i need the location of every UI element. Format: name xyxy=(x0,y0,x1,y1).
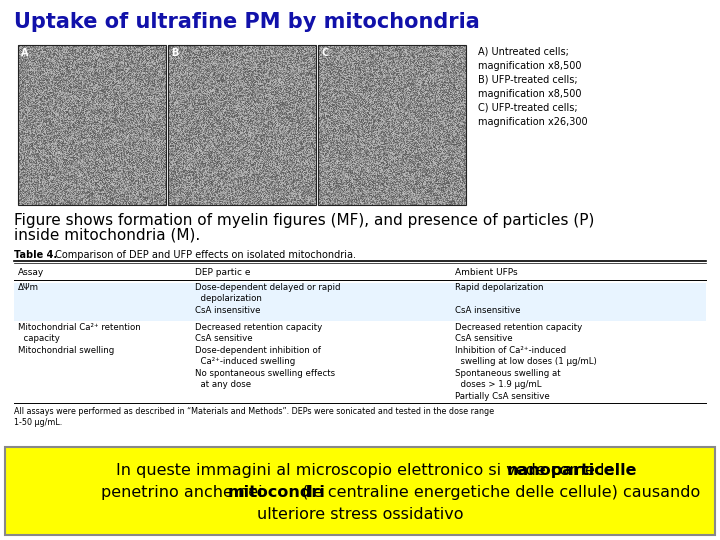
Text: inside mitochondria (M).: inside mitochondria (M). xyxy=(14,228,200,243)
Bar xyxy=(5,447,715,535)
Text: Figure shows formation of myelin figures (MF), and presence of particles (P): Figure shows formation of myelin figures… xyxy=(14,213,595,228)
Text: In queste immagini al microscopio elettronico si vede come le: In queste immagini al microscopio elettr… xyxy=(116,463,619,478)
Text: Assay: Assay xyxy=(18,268,44,277)
Text: magnification x26,300: magnification x26,300 xyxy=(478,117,588,127)
Text: B) UFP-treated cells;: B) UFP-treated cells; xyxy=(478,75,577,85)
Text: magnification x8,500: magnification x8,500 xyxy=(478,61,582,71)
Bar xyxy=(318,45,466,205)
Bar xyxy=(14,283,706,321)
Bar xyxy=(18,45,166,205)
Text: Rapid depolarization

CsA insensitive: Rapid depolarization CsA insensitive xyxy=(455,283,544,315)
Text: DEP partic e: DEP partic e xyxy=(195,268,251,277)
Text: C) UFP-treated cells;: C) UFP-treated cells; xyxy=(478,103,577,113)
Text: A) Untreated cells;: A) Untreated cells; xyxy=(478,47,569,57)
Text: Mitochondrial Ca²⁺ retention
  capacity
Mitochondrial swelling: Mitochondrial Ca²⁺ retention capacity Mi… xyxy=(18,323,140,355)
Text: Dose-dependent delayed or rapid
  depolarization
CsA insensitive: Dose-dependent delayed or rapid depolari… xyxy=(195,283,341,315)
Text: Ambient UFPs: Ambient UFPs xyxy=(455,268,518,277)
Text: mitocondri: mitocondri xyxy=(228,485,325,500)
Text: All assays were performed as described in “Materials and Methods”. DEPs were son: All assays were performed as described i… xyxy=(14,407,494,416)
Text: C: C xyxy=(321,48,328,58)
Text: Comparison of DEP and UFP effects on isolated mitochondria.: Comparison of DEP and UFP effects on iso… xyxy=(52,250,356,260)
Bar xyxy=(168,45,316,205)
Text: Decreased retention capacity
CsA sensitive
Inhibition of Ca²⁺-induced
  swelling: Decreased retention capacity CsA sensiti… xyxy=(455,323,597,401)
Text: ΔΨm: ΔΨm xyxy=(18,283,39,292)
Text: A: A xyxy=(21,48,29,58)
Text: nanoparticelle: nanoparticelle xyxy=(506,463,636,478)
Text: B: B xyxy=(171,48,179,58)
Text: ulteriore stress ossidativo: ulteriore stress ossidativo xyxy=(257,507,463,522)
Text: Decreased retention capacity
CsA sensitive
Dose-dependent inhibition of
  Ca²⁺-i: Decreased retention capacity CsA sensiti… xyxy=(195,323,335,389)
Text: 1-50 μg/mL.: 1-50 μg/mL. xyxy=(14,418,62,427)
Text: (le centraline energetiche delle cellule) causando: (le centraline energetiche delle cellule… xyxy=(297,485,701,500)
Text: Table 4.: Table 4. xyxy=(14,250,57,260)
Text: penetrino anche nei: penetrino anche nei xyxy=(102,485,268,500)
Text: Uptake of ultrafine PM by mitochondria: Uptake of ultrafine PM by mitochondria xyxy=(14,12,480,32)
Text: magnification x8,500: magnification x8,500 xyxy=(478,89,582,99)
